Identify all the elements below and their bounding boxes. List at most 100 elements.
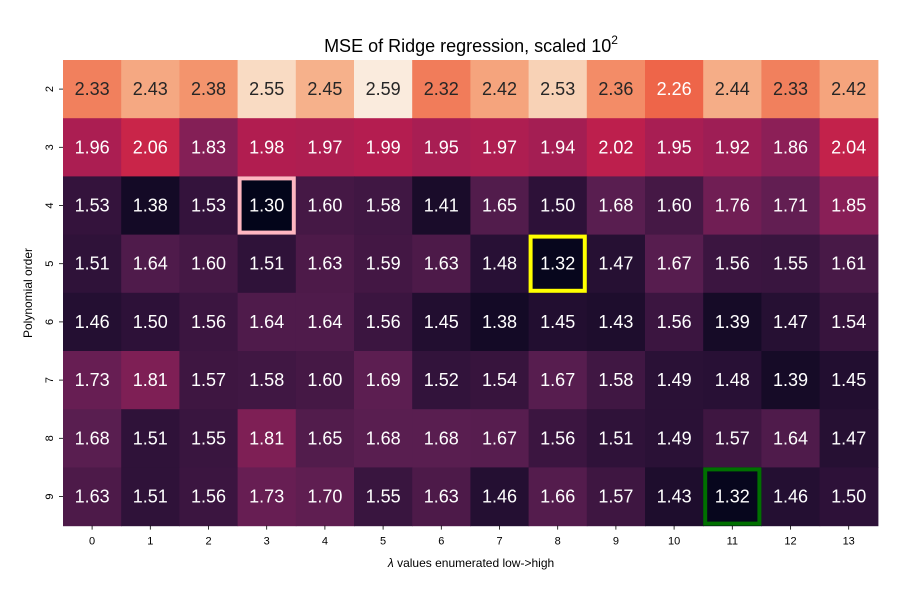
heatmap-cell [703,292,762,352]
heatmap-cell-value: 1.39 [773,370,808,390]
heatmap-cell [470,467,530,527]
x-tick-label: 3 [264,536,270,548]
heatmap-cell-value: 1.64 [307,312,342,332]
heatmap-cell [703,234,762,294]
heatmap-cell-value: 1.55 [366,487,401,507]
heatmap-cell-value: 1.46 [482,487,517,507]
heatmap-cell [586,292,646,352]
heatmap-cell-value: 1.57 [598,487,633,507]
x-axis-label: λ values enumerated low->high [387,556,554,570]
heatmap-cell [761,292,821,352]
heatmap-cell-value: 2.26 [657,79,692,99]
heatmap-cell [470,176,530,236]
heatmap-cell [237,351,297,410]
highlight-box [237,176,296,235]
heatmap-cell-value: 1.41 [424,196,459,216]
heatmap-cell [645,351,704,410]
heatmap-cell-value: 1.95 [657,137,692,157]
heatmap-cell [819,292,879,352]
x-tick-label: 10 [668,536,680,548]
heatmap-cell-value: 1.39 [715,312,750,332]
heatmap-cell-value: 1.60 [307,196,342,216]
heatmap-cell-value: 1.64 [249,312,284,332]
heatmap-cell [179,292,239,352]
heatmap-cell-value: 1.55 [191,428,226,448]
heatmap-cell [354,234,413,294]
heatmap-cell [295,292,355,352]
heatmap-cell-value: 1.99 [366,137,401,157]
heatmap-cell [819,118,879,177]
heatmap-cell [586,351,646,410]
heatmap-cell-value: 1.51 [75,254,110,274]
heatmap-cell-value: 1.58 [249,370,284,390]
y-tick-label: 4 [44,202,56,208]
x-tick-label: 8 [555,536,561,548]
x-axis-label-rest: values enumerated low->high [394,556,554,570]
heatmap-cell [354,351,413,410]
heatmap-cell-value: 1.95 [424,137,459,157]
heatmap-cell [179,351,239,410]
heatmap-cell [586,234,646,294]
heatmap-cell [528,351,588,410]
y-axis-label: Polynomial order [21,248,35,338]
x-tick-label: 5 [380,536,386,548]
heatmap-cell-value: 1.47 [831,428,866,448]
heatmap-cell [237,234,297,294]
highlight-boxes [237,176,762,526]
heatmap-cell-value: 2.33 [773,79,808,99]
heatmap-cell [645,292,704,352]
heatmap-cell [470,409,530,468]
heatmap-cell [412,118,471,177]
heatmap-cell [354,60,413,119]
heatmap-cell-value: 1.67 [657,254,692,274]
heatmap-cell-value: 1.32 [715,487,750,507]
heatmap-cell [645,467,704,527]
highlight-box [528,234,587,293]
heatmap-cell [237,292,297,352]
heatmap-cell-value: 1.50 [540,196,575,216]
heatmap-cell [63,118,122,177]
heatmap-cell-value: 1.71 [773,196,808,216]
heatmap-cell-value: 1.46 [773,487,808,507]
heatmap-cell [761,234,821,294]
x-tick-label: 7 [496,536,502,548]
heatmap-cell [819,467,879,527]
x-tick-label: 9 [613,536,619,548]
heatmap-cell-value: 1.46 [75,312,110,332]
heatmap-cell-value: 2.32 [424,79,459,99]
y-tick-label: 7 [44,377,56,383]
heatmap-cell-value: 1.73 [75,370,110,390]
heatmap-cell-value: 1.50 [133,312,168,332]
heatmap-cell [354,409,413,468]
heatmap-cell-value: 1.68 [424,428,459,448]
heatmap-cell [528,292,588,352]
heatmap-cell-value: 1.68 [75,428,110,448]
heatmap-cell [703,409,762,468]
heatmap-cell-value: 1.83 [191,137,226,157]
y-tick-label: 3 [44,144,56,150]
heatmap-cell-labels: 2.33 2.43 2.38 2.55 2.45 2.59 2.32 2.42 2.53 2.36… [75,79,867,506]
heatmap-cell [819,60,879,119]
heatmap-cell-value: 1.60 [191,254,226,274]
heatmap-cell [179,176,239,236]
heatmap-cell-value: 1.64 [133,254,168,274]
heatmap-cell [703,351,762,410]
heatmap-cell [528,118,588,177]
heatmap-cell [295,234,355,294]
heatmap-cell-value: 1.50 [831,487,866,507]
heatmap-cell [528,60,588,119]
heatmap-cell [761,409,821,468]
heatmap-cell-value: 1.66 [540,487,575,507]
heatmap-cell-value: 2.44 [715,79,750,99]
heatmap-cell [121,118,180,177]
heatmap-cell-value: 1.48 [482,254,517,274]
heatmap-cell-value: 2.38 [191,79,226,99]
heatmap-cell-value: 1.59 [366,254,401,274]
heatmap-cell [63,409,122,468]
heatmap-cell [761,351,821,410]
heatmap-cell-value: 1.97 [307,137,342,157]
heatmap-cell-value: 1.65 [307,428,342,448]
heatmap-cell [470,234,530,294]
heatmap-cell-value: 1.56 [366,312,401,332]
